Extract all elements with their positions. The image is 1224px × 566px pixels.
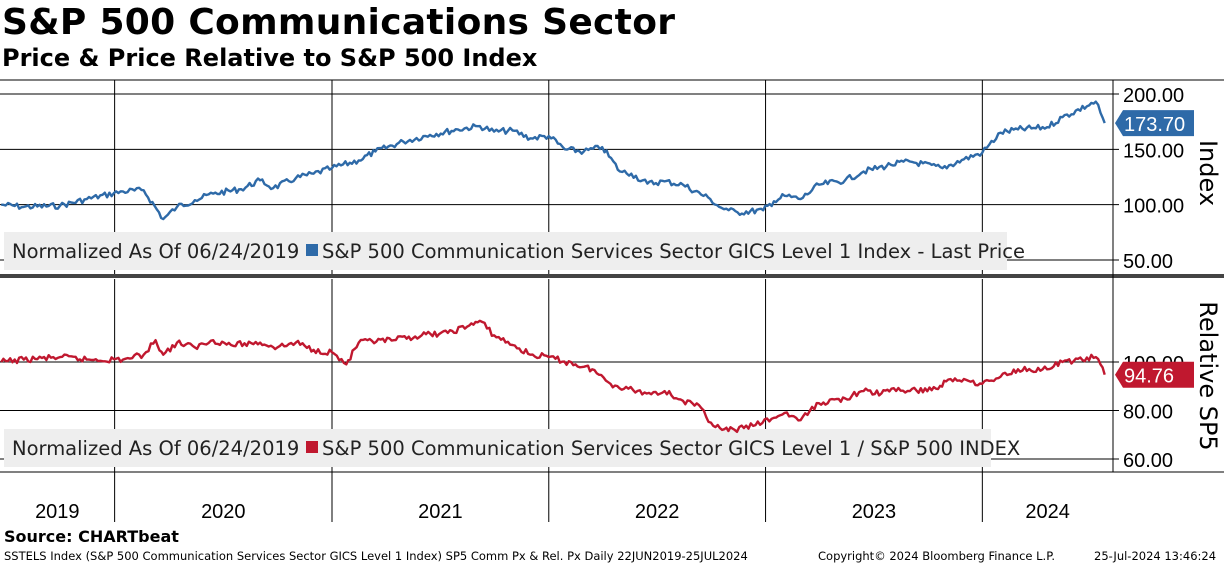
y-tick-label: 100.00 (1123, 196, 1184, 218)
series-line-price (1, 100, 1106, 221)
y-tick-label: 150.00 (1123, 140, 1184, 162)
y-tick-label: 60.00 (1123, 450, 1173, 472)
series-line-relative (0, 319, 1106, 433)
legend-label: S&P 500 Communication Services Sector GI… (322, 240, 1025, 263)
y-axis-title: Index (1194, 140, 1222, 206)
x-tick-label: 2022 (635, 501, 680, 522)
legend-swatch (306, 244, 318, 256)
legend: Normalized As Of 06/24/2019 S&P 500 Commu… (4, 429, 1020, 467)
x-tick-label: 2019 (35, 501, 80, 522)
y-axis-title: Relative SP5 (1194, 301, 1222, 450)
y-tick-label: 200.00 (1123, 85, 1184, 107)
legend: Normalized As Of 06/24/2019 S&P 500 Commu… (4, 232, 1025, 270)
last-value-label: 94.76 (1124, 366, 1174, 388)
last-value-badge: 94.76 (1115, 361, 1194, 388)
axis-layer: 2019 2020 2021 2022 2023 2024 200.00 150.00 100.… (0, 79, 1224, 522)
legend-prefix: Normalized As Of 06/24/2019 (12, 437, 299, 460)
last-value-badge: 173.70 (1115, 110, 1194, 137)
chart-area: Normalized As Of 06/24/2019 S&P 500 Commu… (0, 79, 1224, 522)
legend-swatch (306, 441, 318, 453)
y-tick-label: 80.00 (1123, 402, 1173, 424)
y-tick-label: 50.00 (1123, 251, 1173, 273)
x-tick-label: 2021 (418, 501, 463, 522)
footer-description: SSTELS Index (S&P 500 Communication Serv… (4, 549, 748, 563)
legend-label: S&P 500 Communication Services Sector GI… (322, 437, 1020, 460)
footer-timestamp: 25-Jul-2024 13:46:24 (1094, 549, 1217, 563)
x-tick-label: 2024 (1025, 501, 1070, 522)
series-layer (0, 100, 1106, 433)
legend-box (4, 232, 1007, 270)
page-title: S&P 500 Communications Sector (2, 2, 676, 43)
legend-prefix: Normalized As Of 06/24/2019 (12, 240, 299, 263)
x-tick-label: 2023 (852, 501, 897, 522)
page-subtitle: Price & Price Relative to S&P 500 Index (2, 44, 538, 72)
last-value-marker (1115, 361, 1194, 388)
source-note: Source: CHARTbeat (4, 527, 179, 546)
legend-layer: Normalized As Of 06/24/2019 S&P 500 Commu… (4, 232, 1025, 467)
last-value-label: 173.70 (1124, 114, 1185, 136)
x-tick-label: 2020 (201, 501, 246, 522)
legend-box (4, 429, 991, 467)
footer-copyright: Copyright© 2024 Bloomberg Finance L.P. (818, 549, 1055, 563)
last-value-marker (1115, 110, 1194, 137)
